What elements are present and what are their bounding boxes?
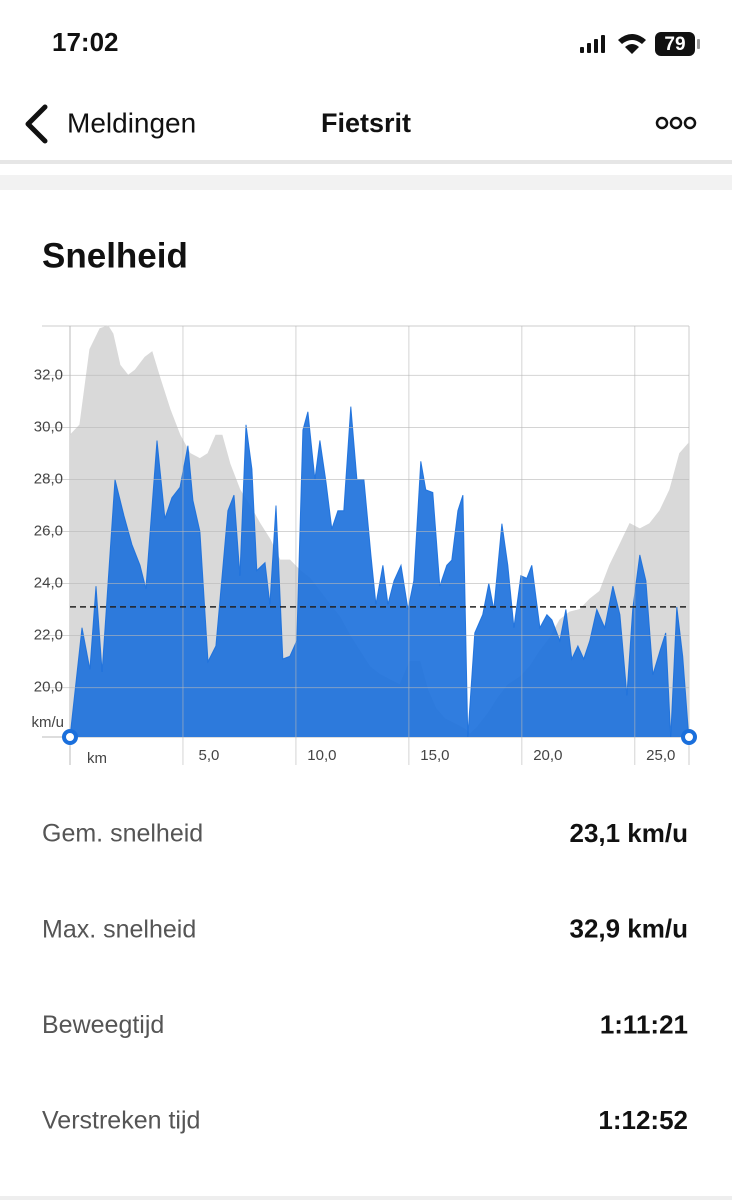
wifi-icon [618,34,646,54]
y-tick-label: 32,0 [34,366,63,383]
range-handle [62,729,78,745]
stat-label: Beweegtijd [42,1011,164,1039]
x-tick-label: 15,0 [420,747,449,764]
back-button[interactable]: Meldingen [67,107,196,138]
stat-value: 32,9 km/u [569,914,688,944]
status-time: 17:02 [52,27,119,57]
bottom-edge [0,1196,732,1200]
x-tick-label: 20,0 [533,747,562,764]
stat-value: 23,1 km/u [569,818,688,848]
area-fill [70,406,689,737]
section-gap [0,175,732,190]
x-tick-label: 10,0 [307,747,336,764]
y-tick-label: 24,0 [34,574,63,591]
signal-icon [580,35,605,53]
x-axis-label: km [87,750,107,767]
nav-title: Fietsrit [321,108,411,138]
y-tick-label: 28,0 [34,470,63,487]
battery-cap [697,39,700,49]
y-axis-label: km/u [31,714,64,731]
area-line [69,406,690,738]
stat-value: 1:12:52 [598,1105,688,1135]
y-tick-label: 22,0 [34,627,63,644]
battery-level: 79 [664,34,685,55]
y-tick-label: 26,0 [34,522,63,539]
range-handle [681,729,697,745]
speed-chart: 20,0 22,0 24,0 26,0 28,0 30,0 32,0 5,0 10,0 15,0 2… [31,325,697,767]
back-chevron[interactable] [25,104,48,144]
battery-icon [655,32,695,56]
y-tick-label: 30,0 [34,418,63,435]
stat-label: Gem. snelheid [42,820,203,848]
card-title: Snelheid [42,236,188,275]
stats-list: Gem. snelheid 23,1 km/u Max. snelheid 32,9 … [42,818,688,1135]
y-tick-label: 20,0 [34,679,63,696]
stat-label: Max. snelheid [42,915,196,943]
x-tick-label: 5,0 [199,747,220,764]
more-button[interactable] [655,116,697,130]
nav-shadow [0,160,732,164]
stat-label: Verstreken tijd [42,1107,200,1135]
stat-value: 1:11:21 [600,1009,688,1039]
x-tick-label: 25,0 [646,747,675,764]
